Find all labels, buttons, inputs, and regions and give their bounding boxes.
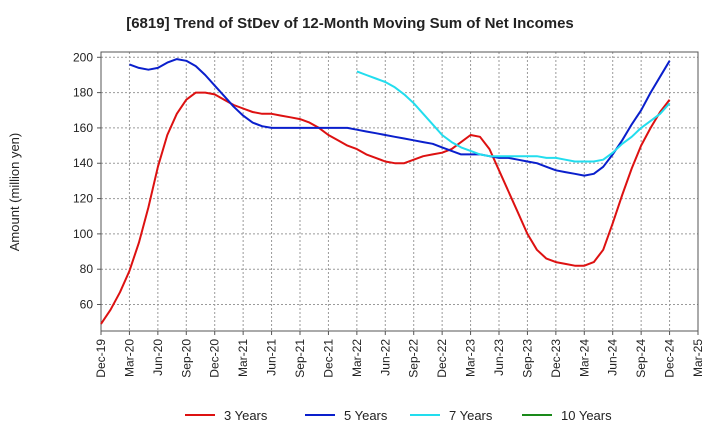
y-tick-label: 160 [73, 121, 93, 135]
y-tick-label: 80 [80, 262, 94, 276]
x-tick-label: Sep-23 [520, 339, 534, 378]
y-tick-label: 200 [73, 50, 93, 64]
y-axis-ticks: 60 80 100 120 140 160 180 200 [73, 50, 101, 312]
y-axis-title: Amount (million yen) [7, 133, 22, 252]
x-tick-label: Mar-25 [691, 339, 705, 377]
x-tick-label: Sep-20 [179, 339, 193, 378]
legend-label: 7 Years [449, 408, 493, 423]
x-tick-label: Sep-22 [407, 339, 421, 378]
x-tick-label: Mar-24 [577, 339, 591, 377]
plot-frame [100, 51, 699, 332]
chart-title: [6819] Trend of StDev of 12-Month Moving… [126, 15, 574, 32]
legend-label: 5 Years [344, 408, 388, 423]
series-line-5-years [129, 58, 671, 177]
x-axis-ticks: Dec-19 Mar-20 Jun-20 Sep-20 Dec-20 Mar-21 Jun-… [94, 331, 705, 378]
x-tick-label: Mar-23 [464, 339, 478, 377]
y-tick-label: 140 [73, 156, 93, 170]
series-lines [100, 58, 671, 325]
gridlines [100, 52, 699, 331]
series-line-3-years [100, 91, 671, 325]
y-tick-label: 100 [73, 227, 93, 241]
x-tick-label: Mar-22 [350, 339, 364, 377]
y-tick-label: 60 [80, 298, 94, 312]
x-tick-label: Dec-19 [94, 339, 108, 378]
legend: 3 Years 5 Years 7 Years 10 Years [185, 408, 612, 423]
x-tick-label: Sep-24 [634, 339, 648, 378]
x-tick-label: Dec-24 [663, 339, 677, 378]
legend-label: 10 Years [561, 408, 612, 423]
x-tick-label: Jun-24 [606, 339, 620, 376]
x-tick-label: Jun-23 [492, 339, 506, 376]
x-tick-label: Dec-20 [208, 339, 222, 378]
x-tick-label: Mar-21 [236, 339, 250, 377]
series-line-7-years [356, 70, 671, 163]
x-tick-label: Jun-21 [265, 339, 279, 376]
x-tick-label: Sep-21 [293, 339, 307, 378]
x-tick-label: Jun-22 [378, 339, 392, 376]
y-tick-label: 120 [73, 192, 93, 206]
x-tick-label: Dec-22 [435, 339, 449, 378]
y-tick-label: 180 [73, 86, 93, 100]
x-tick-label: Jun-20 [151, 339, 165, 376]
x-tick-label: Dec-21 [321, 339, 335, 378]
legend-label: 3 Years [224, 408, 268, 423]
x-tick-label: Mar-20 [122, 339, 136, 377]
x-tick-label: Dec-23 [549, 339, 563, 378]
plot-border [100, 51, 699, 332]
